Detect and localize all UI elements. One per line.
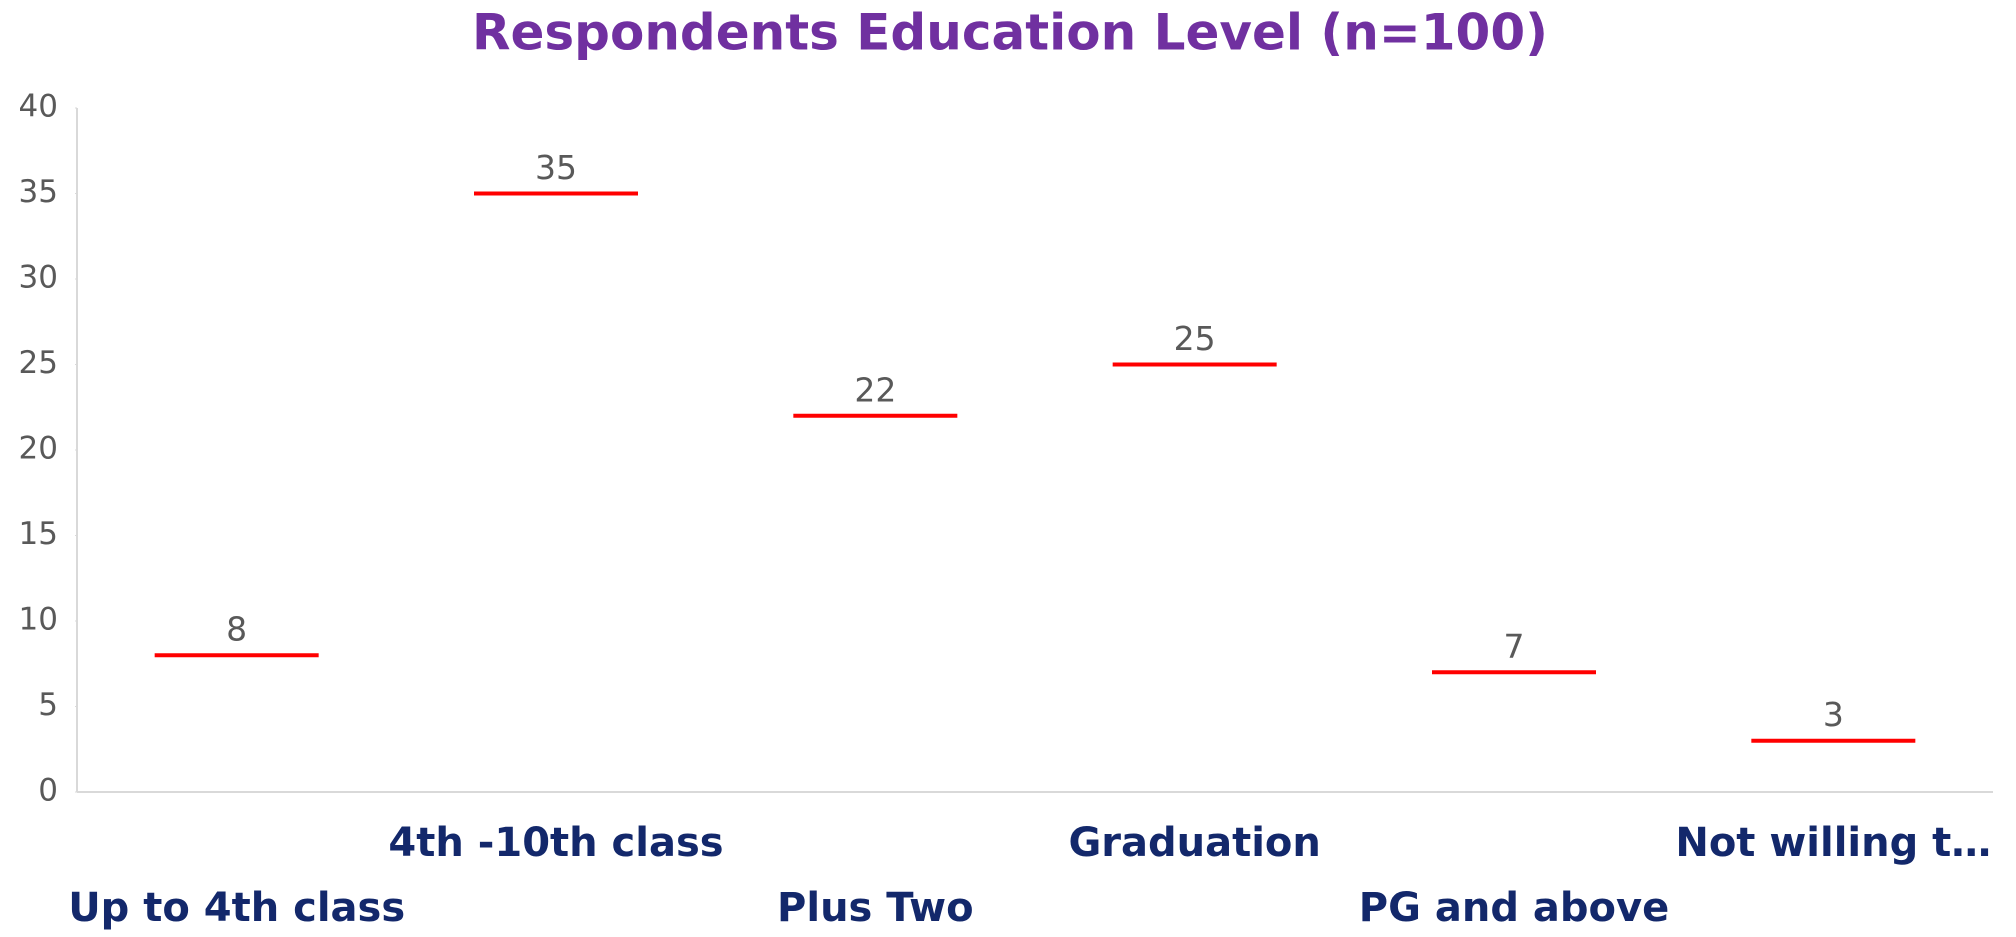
data-label: 22 xyxy=(854,370,896,409)
x-tick-label: 4th -10th class xyxy=(388,820,723,866)
y-tick-label: 35 xyxy=(19,174,58,210)
y-tick-label: 0 xyxy=(38,773,58,809)
x-tick-label: Graduation xyxy=(1068,820,1320,866)
y-tick-label: 15 xyxy=(19,516,58,552)
y-tick-label: 30 xyxy=(19,260,58,296)
x-tick-label: Not willing t… xyxy=(1675,820,1991,866)
data-label: 25 xyxy=(1174,319,1216,358)
data-label: 7 xyxy=(1504,627,1525,666)
y-tick-label: 20 xyxy=(19,431,58,467)
x-tick-label: Plus Two xyxy=(777,885,974,931)
data-label: 8 xyxy=(226,610,247,649)
x-tick-label: PG and above xyxy=(1359,885,1669,931)
y-tick-label: 40 xyxy=(19,89,58,125)
data-label: 3 xyxy=(1823,695,1844,734)
y-tick-label: 10 xyxy=(19,602,58,638)
y-tick-label: 25 xyxy=(19,345,58,381)
y-tick-label: 5 xyxy=(38,687,58,723)
x-tick-label: Up to 4th class xyxy=(68,885,405,931)
data-label: 35 xyxy=(535,148,577,187)
chart-title: Respondents Education Level (n=100) xyxy=(472,4,1548,62)
